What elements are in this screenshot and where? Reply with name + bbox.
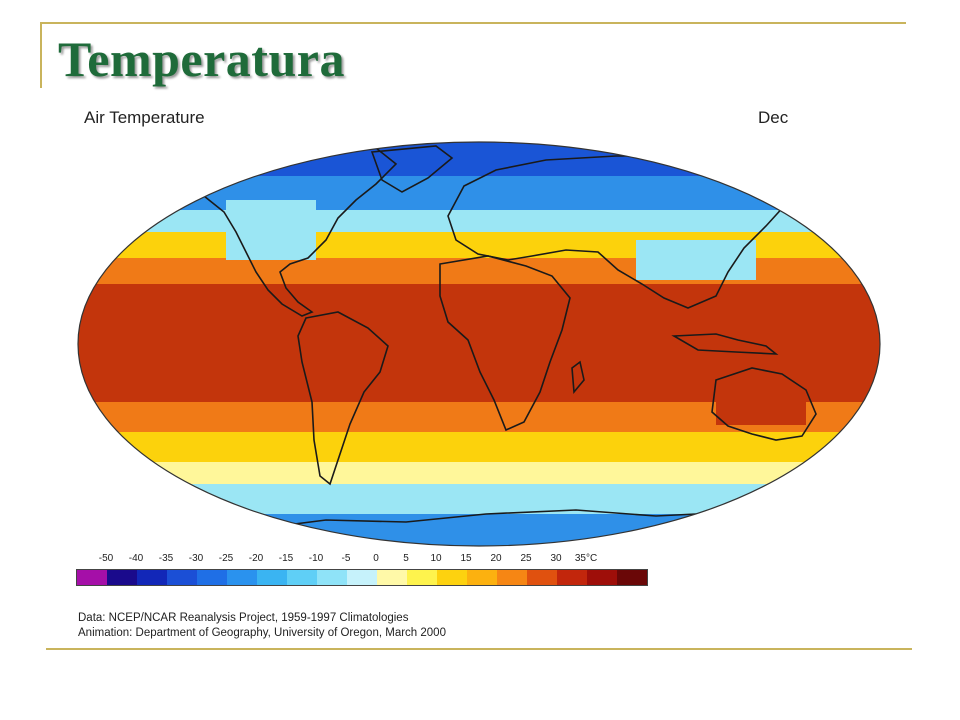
- bottom-rule: [46, 648, 912, 650]
- legend-tick-labels: -50 -40 -35 -30 -25 -20 -15 -10 -5 0 5 10 15 20 25 30 35…: [76, 553, 616, 569]
- map-month: Dec: [758, 108, 789, 127]
- legend-swatch: [377, 570, 407, 585]
- globe-border: [77, 141, 881, 547]
- legend-tick-label: -20: [248, 553, 264, 564]
- legend-tick-label: 35°C: [574, 553, 598, 564]
- temperature-color-scale: [76, 569, 648, 586]
- legend-swatch: [557, 570, 587, 585]
- legend-swatch: [437, 570, 467, 585]
- legend-tick-label: -30: [188, 553, 204, 564]
- legend-swatch: [227, 570, 257, 585]
- indonesia-outline: [671, 333, 779, 355]
- madagascar-outline: [571, 360, 585, 395]
- legend-swatch: [497, 570, 527, 585]
- legend-swatch: [347, 570, 377, 585]
- greenland-outline: [370, 145, 454, 193]
- temperature-bands: [78, 142, 880, 546]
- temperature-map: [76, 140, 882, 548]
- legend-tick-label: 15: [460, 553, 472, 564]
- legend-swatch: [587, 570, 617, 585]
- legend-swatch: [617, 570, 647, 585]
- legend-swatch: [467, 570, 497, 585]
- north-america-outline: [194, 147, 398, 317]
- legend-swatch: [107, 570, 137, 585]
- legend-swatch: [407, 570, 437, 585]
- legend-swatch: [167, 570, 197, 585]
- africa-outline: [439, 255, 571, 432]
- legend-tick-label: 10: [430, 553, 442, 564]
- legend-swatch: [197, 570, 227, 585]
- south-america-outline: [297, 311, 389, 486]
- legend-tick-label: 20: [490, 553, 502, 564]
- legend-tick-label: -25: [218, 553, 234, 564]
- eurasia-outline: [447, 155, 804, 309]
- legend-tick-label: 0: [373, 553, 379, 564]
- animation-credit: Animation: Department of Geography, Univ…: [78, 627, 446, 639]
- legend-tick-label: -10: [308, 553, 324, 564]
- legend-tick-label: 30: [550, 553, 562, 564]
- title-accent-rule: [40, 22, 42, 88]
- legend-tick-label: -40: [128, 553, 144, 564]
- legend-tick-label: -15: [278, 553, 294, 564]
- legend-swatch: [137, 570, 167, 585]
- data-credit: Data: NCEP/NCAR Reanalysis Project, 1959…: [78, 612, 409, 624]
- slide-title: Temperatura: [58, 31, 345, 87]
- legend-swatch: [287, 570, 317, 585]
- legend-tick-label: -5: [341, 553, 351, 564]
- legend-tick-label: -35: [158, 553, 174, 564]
- legend-tick-label: 5: [403, 553, 409, 564]
- legend-swatch: [257, 570, 287, 585]
- legend-swatch: [527, 570, 557, 585]
- legend-swatch: [77, 570, 107, 585]
- map-title: Air Temperature: [84, 108, 205, 127]
- legend-swatch: [317, 570, 347, 585]
- world-map-figure: [77, 141, 881, 547]
- legend-tick-label: 25: [520, 553, 532, 564]
- australia-outline: [711, 367, 817, 441]
- legend-tick-label: -50: [98, 553, 114, 564]
- top-rule: [40, 22, 906, 24]
